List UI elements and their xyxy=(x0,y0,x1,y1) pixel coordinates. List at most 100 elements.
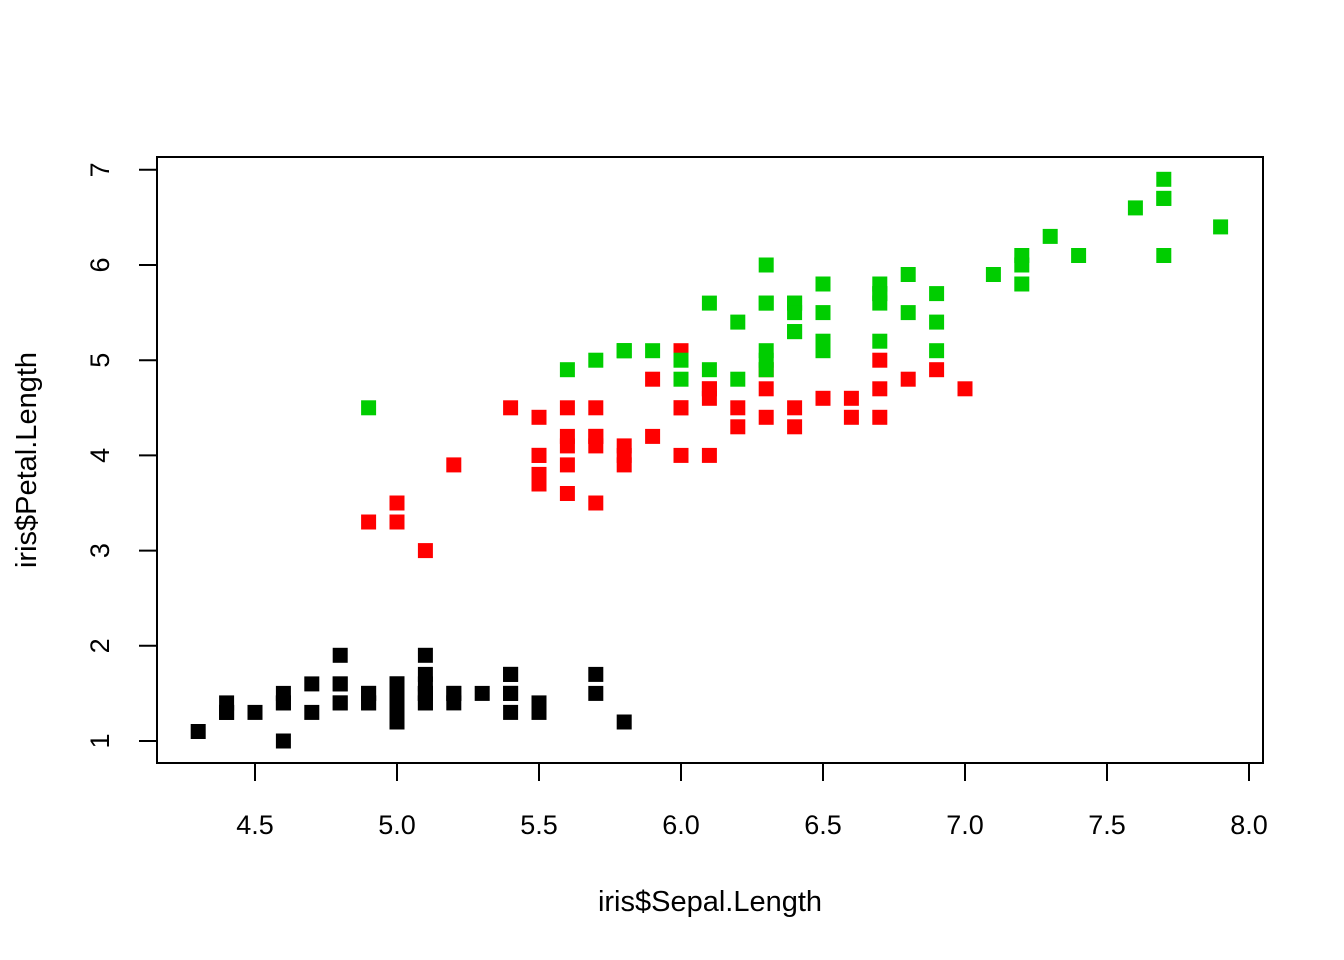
data-point xyxy=(787,324,803,340)
y-tick-label: 6 xyxy=(85,257,115,272)
data-point xyxy=(474,685,490,701)
data-point xyxy=(1213,219,1229,235)
data-point xyxy=(645,371,661,387)
data-point xyxy=(758,381,774,397)
data-point xyxy=(701,390,717,406)
data-point xyxy=(929,362,945,378)
data-point xyxy=(1014,276,1030,292)
data-point xyxy=(900,267,916,282)
data-point xyxy=(559,457,575,473)
data-point xyxy=(929,286,945,302)
data-point xyxy=(758,295,774,311)
data-point xyxy=(815,333,831,349)
x-tick-label: 7.0 xyxy=(946,810,984,840)
data-point xyxy=(531,704,547,720)
data-point xyxy=(503,666,519,682)
data-point xyxy=(247,704,263,720)
y-tick-label: 2 xyxy=(85,638,115,653)
data-point xyxy=(1156,171,1172,187)
data-point xyxy=(701,447,717,463)
data-point xyxy=(787,400,803,416)
y-tick-label: 4 xyxy=(85,448,115,463)
data-point xyxy=(872,409,888,425)
data-point xyxy=(275,733,291,749)
y-tick-label: 7 xyxy=(85,162,115,177)
data-point xyxy=(219,704,235,720)
data-point xyxy=(446,457,462,473)
y-axis-label: iris$Petal.Length xyxy=(11,352,43,568)
x-tick-label: 6.5 xyxy=(804,810,842,840)
data-point xyxy=(645,428,661,444)
x-tick-label: 5.5 xyxy=(520,810,558,840)
data-point xyxy=(758,352,774,368)
data-point xyxy=(190,724,206,739)
data-point xyxy=(503,685,519,701)
data-point xyxy=(815,276,831,292)
data-point xyxy=(929,314,945,330)
x-axis-label: iris$Sepal.Length xyxy=(598,886,822,918)
data-point xyxy=(531,447,547,463)
data-point xyxy=(673,371,689,387)
data-point xyxy=(417,676,433,692)
data-point xyxy=(389,495,405,511)
data-point xyxy=(332,647,348,663)
data-point xyxy=(616,447,632,463)
data-point xyxy=(730,371,746,387)
data-point xyxy=(389,695,405,711)
data-point xyxy=(588,352,604,368)
data-point xyxy=(673,447,689,463)
data-point xyxy=(1071,248,1087,263)
data-point xyxy=(332,676,348,692)
data-point xyxy=(1014,257,1030,273)
data-point xyxy=(673,400,689,416)
x-tick-label: 8.0 xyxy=(1230,810,1268,840)
data-point xyxy=(559,486,575,501)
data-point xyxy=(645,343,661,359)
data-point xyxy=(673,352,689,368)
data-point xyxy=(559,400,575,416)
data-point xyxy=(730,419,746,435)
data-point xyxy=(389,676,405,692)
data-point xyxy=(872,352,888,368)
data-point xyxy=(361,695,377,711)
data-point xyxy=(1156,248,1172,263)
data-point xyxy=(758,409,774,425)
data-point xyxy=(559,362,575,378)
data-point xyxy=(559,428,575,444)
data-point xyxy=(588,495,604,511)
data-point xyxy=(417,647,433,663)
y-tick-label: 5 xyxy=(85,353,115,368)
x-tick-label: 5.0 xyxy=(378,810,416,840)
data-point xyxy=(730,400,746,416)
x-tick-label: 6.0 xyxy=(662,810,700,840)
data-point xyxy=(304,704,320,720)
x-axis: 4.5 5.0 5.5 6.0 6.5 7.0 7.5 8.0 xyxy=(236,762,1268,840)
data-point xyxy=(730,314,746,330)
data-point xyxy=(758,257,774,273)
x-tick-label: 7.5 xyxy=(1088,810,1126,840)
data-point xyxy=(872,286,888,302)
y-axis: 1 2 3 4 5 6 7 xyxy=(85,162,158,749)
data-point xyxy=(701,295,717,311)
data-point xyxy=(503,400,519,416)
data-point xyxy=(900,305,916,321)
data-point xyxy=(843,390,859,406)
data-point xyxy=(1156,190,1172,206)
data-point xyxy=(361,514,377,530)
data-point xyxy=(1127,200,1143,216)
data-point xyxy=(843,409,859,425)
data-point xyxy=(815,305,831,321)
data-point xyxy=(815,390,831,406)
data-point xyxy=(1042,228,1058,244)
x-tick-label: 4.5 xyxy=(236,810,274,840)
y-tick-label: 3 xyxy=(85,543,115,558)
data-point xyxy=(332,695,348,711)
data-point xyxy=(588,666,604,682)
data-point xyxy=(446,685,462,701)
data-point xyxy=(304,676,320,692)
data-point xyxy=(503,704,519,720)
data-point xyxy=(616,714,632,730)
data-point xyxy=(929,343,945,359)
data-point xyxy=(872,381,888,397)
